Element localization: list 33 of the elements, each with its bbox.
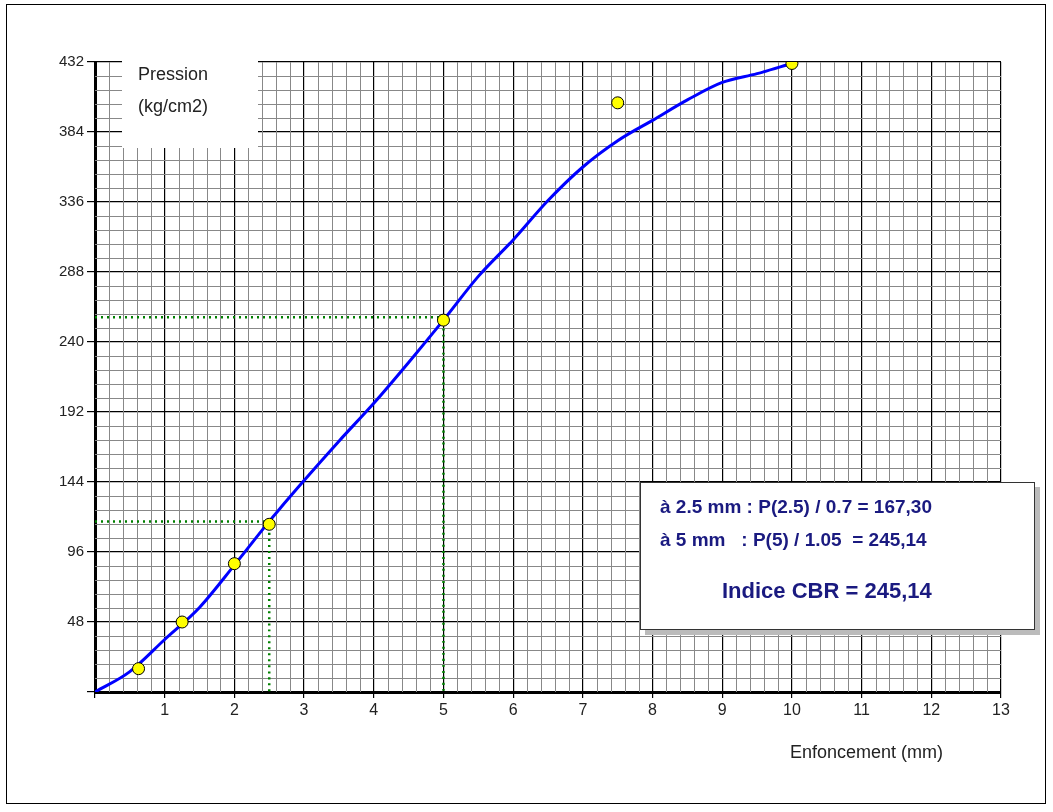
y-tick-label: 384 (58, 122, 84, 140)
y-tick-label: 240 (58, 332, 84, 350)
x-tick-label: 12 (922, 701, 941, 719)
y-tick-label: 144 (58, 472, 84, 490)
y-tick-label: 288 (58, 262, 84, 280)
x-tick-label: 5 (439, 701, 449, 719)
point (132, 662, 146, 676)
x-tick-label: 13 (992, 701, 1010, 719)
x-tick-label: 11 (853, 701, 871, 719)
x-tick-label: 9 (717, 701, 727, 719)
point (262, 517, 276, 531)
point (175, 615, 189, 629)
x-tick-label: 3 (299, 701, 309, 719)
x-tick-label: 2 (229, 701, 239, 719)
x-tick-label: 1 (160, 701, 170, 719)
y-tick-label: 48 (67, 612, 84, 630)
x-tick-label: 6 (508, 701, 518, 719)
x-axis-title: Enfoncement (mm) (790, 742, 944, 763)
y-tick-label: 336 (58, 192, 84, 210)
x-tick-label: 10 (783, 701, 801, 719)
point (436, 313, 450, 327)
annotation: Indice CBR = 245,14 (722, 578, 932, 604)
annotation: à 5 mm : P(5) / 1.05 = 245,14 (660, 529, 927, 551)
point (227, 557, 241, 571)
y-tick-label: 192 (58, 402, 84, 420)
x-tick-label: 8 (648, 701, 658, 719)
y-tick-label: 96 (67, 542, 84, 560)
x-tick-label: 4 (369, 701, 379, 719)
point (611, 96, 625, 110)
y-axis-title: Pression (kg/cm2) (137, 63, 210, 118)
y-tick-label: 432 (58, 52, 84, 70)
annotation: à 2.5 mm : P(2.5) / 0.7 = 167,30 (660, 496, 932, 518)
x-tick-label: 7 (578, 701, 588, 719)
